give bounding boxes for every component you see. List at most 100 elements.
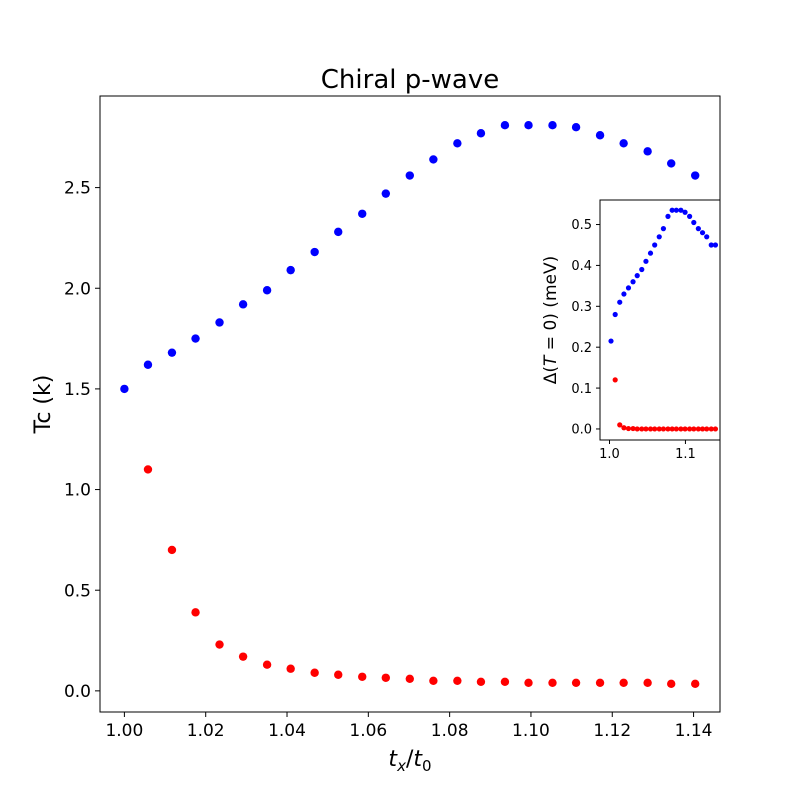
main-x-tick-label: 1.12 (593, 721, 631, 741)
main-series-0-point (453, 139, 462, 148)
inset-series-1-point (612, 377, 618, 383)
inset-series-0-point (625, 285, 632, 291)
main-series-0-point (571, 123, 581, 132)
inset-series-1-point (647, 426, 654, 432)
inset-series-1-point (712, 426, 719, 432)
main-y-tick-label: 0.0 (64, 682, 91, 702)
main-y-tick-label: 1.0 (64, 481, 91, 501)
inset-series-0-point (682, 209, 688, 215)
inset-series-1-point (678, 426, 684, 432)
inset-series-1-point (704, 426, 710, 432)
main-series-0-point (381, 189, 391, 198)
inset-series-0-point (660, 226, 667, 232)
main-points (120, 120, 700, 689)
inset-y-axis-label-pre: Δ( (541, 366, 561, 384)
inset-series-1-point (682, 426, 688, 432)
main-series-0-point (667, 159, 676, 168)
inset-series-1-point (630, 425, 636, 432)
inset-y-axis-label: Δ(T = 0) (meV) (541, 256, 561, 384)
main-series-0-point (334, 227, 343, 237)
main-series-0-point (429, 155, 438, 164)
main-x-tick-label: 1.00 (105, 721, 143, 741)
main-series-1-point (381, 673, 391, 682)
inset-y-tick-label: 0.4 (571, 259, 592, 274)
main-series-0-point (619, 139, 628, 148)
main-series-1-point (405, 674, 414, 683)
inset-series-0-point (656, 234, 662, 240)
main-series-1-point (215, 640, 224, 649)
inset-x-tick-label: 1.1 (675, 447, 696, 462)
inset-series-0-point (673, 207, 679, 213)
main-series-0-point (524, 120, 533, 130)
inset-series-1-point (652, 426, 658, 432)
inset-series-0-point (617, 299, 623, 305)
main-series-1-point (191, 608, 200, 617)
main-x-tick-label: 1.08 (431, 721, 469, 741)
main-series-0-point (262, 286, 272, 295)
main-x-tick-label: 1.02 (187, 721, 225, 741)
main-series-1-point (429, 676, 438, 685)
main-series-0-point (167, 348, 177, 357)
main-series-0-point (143, 360, 153, 369)
main-series-0-point (215, 318, 224, 327)
inset-series-1-point (656, 426, 662, 432)
main-series-0-point (191, 334, 200, 343)
inset-series-1-point (695, 426, 701, 432)
inset-series-1-point (625, 425, 632, 432)
inset-series-1-point (687, 426, 693, 432)
inset-series-0-point (634, 273, 640, 279)
main-series-0-point (691, 171, 700, 180)
inset-series-0-point (608, 338, 614, 344)
inset-series-0-point (647, 250, 654, 256)
inset-series-1-point (617, 422, 623, 428)
main-series-0-point (500, 120, 510, 130)
main-series-1-point (691, 679, 700, 689)
inset-series-0-point (708, 242, 714, 248)
x-axis-label-base: t (388, 747, 398, 772)
inset-chart: 1.0 1.1 0.0 0.1 0.2 0.3 0.4 0.5 Δ(T = 0) (meV) (541, 199, 721, 462)
main-series-0-point (238, 300, 248, 309)
inset-series-0-point (652, 242, 658, 248)
y-axis-label: Tc (k) (31, 375, 56, 435)
inset-y-tick-label: 0.5 (571, 218, 592, 233)
inset-y-axis-label-post: = 0) (meV) (541, 256, 561, 356)
main-series-1-point (595, 678, 605, 688)
main-series-0-point (286, 265, 295, 275)
main-series-0-point (476, 129, 486, 138)
main-series-0-point (405, 171, 414, 180)
main-series-1-point (524, 678, 533, 688)
inset-series-1-point (643, 426, 649, 432)
inset-series-0-point (678, 207, 684, 213)
inset-series-1-point (660, 426, 667, 432)
main-series-1-point (262, 660, 272, 669)
main-series-1-point (571, 678, 581, 688)
inset-series-0-point (712, 242, 719, 248)
x-axis-label-den-base: t (413, 747, 423, 772)
inset-series-1-point (665, 426, 671, 432)
main-series-0-point (643, 147, 652, 156)
main-y-tick-label: 1.5 (64, 380, 91, 400)
main-series-1-point (667, 679, 676, 689)
inset-series-1-point (634, 426, 640, 432)
inset-series-1-point (673, 426, 679, 432)
inset-series-1-point (691, 426, 697, 432)
x-axis-label: tx/t0 (388, 747, 431, 775)
inset-series-0-point (639, 266, 645, 273)
inset-y-tick-label: 0.2 (571, 341, 592, 356)
main-x-tick-label: 1.06 (349, 721, 387, 741)
main-series-1-point (500, 677, 510, 687)
main-y-tick-label: 2.0 (64, 279, 91, 299)
inset-series-0-point (643, 258, 649, 264)
inset-series-0-point (665, 213, 671, 219)
main-series-0-point (120, 384, 129, 394)
main-series-1-point (238, 652, 248, 661)
inset-series-1-point (621, 425, 627, 431)
inset-x-tick-label: 1.0 (599, 447, 620, 462)
inset-y-tick-label: 0.0 (571, 423, 592, 438)
inset-series-0-point (621, 291, 627, 297)
inset-series-1-point (708, 426, 714, 432)
main-series-1-point (334, 670, 343, 679)
inset-y-tick-label: 0.3 (571, 300, 592, 315)
main-series-1-point (358, 672, 367, 681)
